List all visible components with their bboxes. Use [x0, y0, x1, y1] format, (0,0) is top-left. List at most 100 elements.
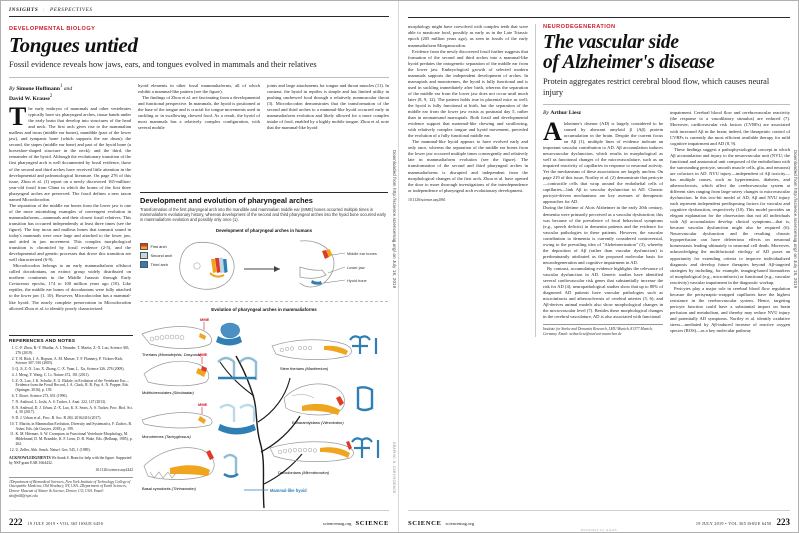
article-kicker-right: NEURODEGENERATION	[543, 24, 616, 31]
carryover-column: morphology might have coevolved with com…	[408, 24, 528, 336]
middle-ear-bones-shape-2	[326, 248, 333, 257]
paragraph: The mammal-like hyoid appears to have ev…	[408, 139, 528, 193]
embryo-outline	[179, 241, 235, 290]
reference-item: Q. Ji, Z.-X. Luo, X. Zhang, C.-X. Yuan, …	[16, 367, 134, 372]
doi: 10.1126/science.aay2442	[95, 467, 133, 472]
headline-line-2: of Alzheimer's disease	[543, 52, 715, 74]
phylogeny-branch	[263, 453, 303, 485]
figure-panel-2-title: Evolution of pharyngeal arches in mammal…	[211, 306, 317, 312]
article-deck-right: Protein aggregates restrict cerebral blo…	[543, 77, 770, 97]
reference-item: K. M. Hiiemae, A. W. Crompton, in Functi…	[16, 432, 134, 447]
middle-ear-bones-shape	[322, 249, 329, 259]
reference-item: N. Anthwal, L. Joshi, A. S. Tucker, J. A…	[16, 400, 134, 405]
taxon-label-5: Docodontans (Microdocodon)	[278, 470, 330, 475]
figure-pharyngeal-arches: Development and evolution of pharyngeal …	[140, 192, 388, 517]
affiliations: 1Department of Biomedical Sciences, New …	[9, 476, 133, 499]
taxon-monotremes: MME Monotremes (Tachyglossus)	[141, 402, 256, 439]
page-footer: 222 19 JULY 2019 • VOL 365 ISSUE 6450 sc…	[9, 517, 389, 527]
legend-swatch-third-arch	[140, 260, 148, 268]
deck-rule-right	[543, 104, 790, 106]
running-head-section: INSIGHTS	[9, 7, 39, 13]
page-title: Tongues untied	[9, 33, 138, 57]
header-rule-right	[408, 17, 790, 19]
leader-line	[323, 279, 346, 283]
site-url[interactable]: sciencemag.org	[322, 521, 352, 526]
page-footer-right: SCIENCE sciencemag.org 19 JULY 2019 • VO…	[408, 517, 790, 527]
byline-prefix: By	[9, 85, 15, 92]
arch-base	[209, 271, 225, 278]
reference-item: T. Rowe, Science 273, 651 (1996).	[16, 394, 134, 399]
folio-number-right: 223	[776, 517, 791, 527]
reference-item: U. Zeller, Abh. Senck. Naturf. Ges. 545,…	[16, 448, 134, 453]
site-url-right[interactable]: sciencemag.org	[445, 521, 475, 526]
leader-line	[331, 252, 346, 255]
byline-conjunction: and	[63, 85, 73, 92]
legend-swatch-first-arch	[140, 242, 148, 250]
mme-label: MME	[198, 352, 208, 357]
running-head: INSIGHTS | PERSPECTIVES	[9, 7, 389, 13]
taxon-label-4: Monotremes (Tachyglossus)	[142, 434, 191, 439]
drop-cap-right: A	[543, 116, 562, 146]
phylogeny-branch	[257, 377, 291, 423]
label-lower-jaw: Lower jaw	[347, 265, 365, 270]
references-block: REFERENCES AND NOTES C.-F. Zhou, B.-Y. B…	[9, 330, 133, 499]
label-hyoid-bone: Hyoid bone	[347, 278, 367, 283]
taxon-euharamiyidans: Euharamiyidans (Vilevolodon)	[283, 383, 374, 425]
legend-item-third-arch: Third arch	[140, 260, 172, 268]
byline: By Simone Hoffmann1 and David W. Krause2	[9, 83, 131, 104]
paragraph: These findings suggest a pathophysiologi…	[670, 146, 790, 285]
doi-left-article: 10.1126/science.aay2061	[408, 197, 446, 202]
byline-prefix-right: By	[543, 110, 549, 117]
paragraph: The findings of Zhou et al. are fascinat…	[138, 94, 260, 130]
right-column-2: impairment. Cerebral blood flow and cere…	[670, 110, 790, 336]
acknowledgments-text: We thank S. Bean for help with the figur…	[9, 455, 132, 465]
download-note: Downloaded from http://science.sciencema…	[392, 150, 397, 289]
reference-item: D. J. Urban et al., Proc. R. Soc. B 284,…	[16, 416, 134, 421]
byline-right: By Arthur Liesz	[543, 110, 663, 117]
legend-label-second-arch: Second arch	[150, 252, 173, 258]
phylogeny-trunk	[235, 355, 265, 508]
reference-item: J. Meng, Y. Wang, C. Li, Nature 472, 181…	[16, 373, 134, 378]
figure-legend: First arch Second arch Third arch	[140, 242, 173, 271]
references-list: C.-F. Zhou, B.-Y. Bhullar, A. I. Neander…	[9, 346, 133, 453]
third-arch-shape	[223, 258, 228, 273]
column-3: joints and large attachments for tongue …	[267, 83, 389, 312]
paragraph: joints and large attachments for tongue …	[267, 82, 389, 130]
byline-author-2: David W. Krause	[9, 95, 50, 102]
alzheimer-article: NEURODEGENERATION The vascular side of A…	[535, 24, 790, 337]
issue-line-right: 19 JULY 2019 • VOL 365 ISSUE 6450	[695, 521, 772, 526]
paragraph: Evidence from the newly discovered fossi…	[408, 48, 528, 139]
taxon-stem-therians: Stem therians (Maotherium)	[271, 334, 378, 371]
left-page: INSIGHTS | PERSPECTIVES DEVELOPMENTAL BI…	[0, 0, 399, 533]
paragraph: By contrast, accumulating evidence highl…	[543, 265, 663, 320]
taxon-therians: MME Therians (Monodelphis, Dasyurus)	[141, 317, 242, 357]
right-column-1: By Arthur Liesz A lzheimer's disease (AD…	[543, 110, 663, 336]
taxon-label-6: Basal cynodonts (Thrinaxodon)	[142, 486, 197, 491]
reference-item: C.-F. Zhou, B.-Y. Bhullar, A. I. Neander…	[16, 346, 134, 356]
byline-author-2-sup: 2	[49, 93, 53, 99]
taxon-label-0: Therians (Monodelphis, Dasyurus)	[142, 352, 202, 357]
legend-label-first-arch: First arch	[150, 243, 167, 249]
hyoid-callout-label: Mammal-like hyoid	[270, 488, 307, 493]
paragraph: he early embryos of mammals and other ve…	[9, 106, 131, 202]
header-rule	[9, 16, 389, 17]
label-middle-ear-bones: Middle ear bones	[347, 251, 377, 256]
taxon-label-2: Multituberculates (Sinobaatar)	[142, 390, 195, 395]
first-arch-shape	[211, 258, 217, 273]
mme-label: MME	[200, 317, 210, 322]
article-deck: Fossil evidence reveals how jaws, ears, …	[9, 60, 317, 69]
legend-item-first-arch: First arch	[140, 242, 172, 250]
footer-rule-right	[408, 510, 790, 511]
article-columns: By Simone Hoffmann1 and David W. Krause2…	[9, 83, 389, 312]
page-title-right: The vascular side of Alzheimer's disease	[543, 33, 790, 73]
legend-item-second-arch: Second arch	[140, 251, 173, 259]
column-1: By Simone Hoffmann1 and David W. Krause2…	[9, 83, 131, 312]
taxon-docodontans: Docodontans (Microdocodon)	[269, 436, 380, 475]
legend-swatch-second-arch	[140, 251, 148, 259]
article-kicker: DEVELOPMENTAL BIOLOGY	[9, 26, 96, 32]
byline-author-1-sup: 1	[59, 83, 63, 89]
reference-item: N. Anthwal, D. J. Urban, Z.-X. Luo, K. E…	[16, 406, 134, 416]
embryo-eye	[193, 262, 201, 270]
figure-panel-1-title: Development of pharyngeal arches in huma…	[215, 227, 313, 233]
